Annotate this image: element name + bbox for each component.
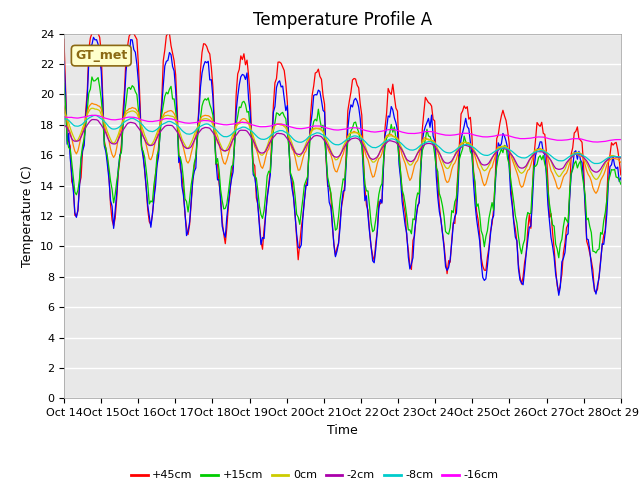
Line: +15cm: +15cm bbox=[64, 77, 621, 258]
-2cm bbox=[228, 140, 236, 145]
-16cm bbox=[588, 139, 595, 144]
+5cm bbox=[60, 103, 68, 109]
0cm bbox=[305, 134, 313, 140]
-8cm bbox=[60, 116, 68, 122]
-2cm bbox=[246, 132, 254, 138]
-8cm bbox=[91, 113, 99, 119]
+45cm bbox=[305, 144, 313, 149]
-8cm bbox=[246, 127, 254, 133]
-16cm bbox=[228, 121, 236, 127]
-8cm bbox=[617, 154, 625, 160]
+45cm bbox=[592, 289, 600, 295]
-8cm bbox=[228, 132, 236, 137]
Line: +30cm: +30cm bbox=[64, 37, 621, 295]
+5cm bbox=[88, 100, 96, 106]
0cm bbox=[617, 156, 625, 161]
+45cm bbox=[617, 172, 625, 178]
-2cm bbox=[130, 120, 138, 126]
+5cm bbox=[617, 159, 625, 165]
Legend: +45cm, +30cm, +15cm, +5cm, 0cm, -2cm, -8cm, -16cm: +45cm, +30cm, +15cm, +5cm, 0cm, -2cm, -8… bbox=[127, 466, 502, 480]
+45cm bbox=[228, 171, 236, 177]
-16cm bbox=[255, 124, 263, 130]
Line: -8cm: -8cm bbox=[64, 116, 621, 164]
-2cm bbox=[617, 155, 625, 161]
+30cm bbox=[255, 223, 263, 229]
+45cm bbox=[88, 31, 96, 36]
+15cm bbox=[255, 204, 263, 209]
+30cm bbox=[555, 292, 563, 298]
0cm bbox=[228, 135, 236, 141]
+30cm bbox=[90, 35, 97, 40]
-2cm bbox=[592, 169, 600, 175]
+15cm bbox=[305, 151, 313, 156]
0cm bbox=[130, 108, 138, 114]
+5cm bbox=[305, 136, 313, 142]
+15cm bbox=[246, 123, 254, 129]
+45cm bbox=[130, 31, 138, 36]
+15cm bbox=[555, 255, 563, 261]
+45cm bbox=[588, 258, 595, 264]
-16cm bbox=[305, 124, 313, 130]
-2cm bbox=[60, 122, 68, 128]
-8cm bbox=[305, 134, 313, 140]
-16cm bbox=[594, 139, 602, 145]
+5cm bbox=[588, 178, 595, 184]
+30cm bbox=[246, 109, 254, 115]
Line: +5cm: +5cm bbox=[64, 103, 621, 193]
+45cm bbox=[60, 36, 68, 42]
+30cm bbox=[589, 276, 596, 282]
-2cm bbox=[305, 139, 313, 144]
-2cm bbox=[255, 149, 263, 155]
-16cm bbox=[88, 112, 96, 118]
0cm bbox=[592, 177, 600, 182]
+15cm bbox=[130, 84, 138, 90]
0cm bbox=[88, 106, 96, 111]
Line: +45cm: +45cm bbox=[64, 34, 621, 292]
0cm bbox=[246, 125, 254, 131]
Line: -2cm: -2cm bbox=[64, 120, 621, 172]
-16cm bbox=[60, 114, 68, 120]
+30cm bbox=[228, 176, 236, 182]
-16cm bbox=[617, 137, 625, 143]
+15cm bbox=[60, 81, 68, 86]
+5cm bbox=[228, 142, 236, 148]
+15cm bbox=[589, 248, 596, 254]
-8cm bbox=[255, 135, 263, 141]
0cm bbox=[255, 150, 263, 156]
+5cm bbox=[255, 158, 263, 164]
+5cm bbox=[246, 122, 254, 128]
X-axis label: Time: Time bbox=[327, 424, 358, 437]
+30cm bbox=[130, 47, 138, 52]
-16cm bbox=[130, 114, 138, 120]
+5cm bbox=[130, 105, 138, 111]
+5cm bbox=[592, 191, 600, 196]
+15cm bbox=[617, 181, 625, 187]
+15cm bbox=[88, 74, 96, 80]
Title: Temperature Profile A: Temperature Profile A bbox=[253, 11, 432, 29]
+45cm bbox=[246, 92, 254, 98]
+45cm bbox=[255, 220, 263, 226]
-2cm bbox=[90, 117, 97, 122]
-8cm bbox=[588, 159, 595, 165]
-8cm bbox=[130, 116, 138, 121]
+30cm bbox=[617, 175, 625, 181]
Line: -16cm: -16cm bbox=[64, 115, 621, 142]
Line: 0cm: 0cm bbox=[64, 108, 621, 180]
0cm bbox=[588, 170, 595, 176]
0cm bbox=[60, 109, 68, 115]
-16cm bbox=[246, 121, 254, 127]
Text: GT_met: GT_met bbox=[75, 49, 127, 62]
+30cm bbox=[60, 59, 68, 64]
Y-axis label: Temperature (C): Temperature (C) bbox=[22, 165, 35, 267]
-2cm bbox=[588, 167, 595, 172]
+30cm bbox=[305, 145, 313, 151]
+15cm bbox=[228, 164, 236, 169]
-8cm bbox=[591, 161, 598, 167]
